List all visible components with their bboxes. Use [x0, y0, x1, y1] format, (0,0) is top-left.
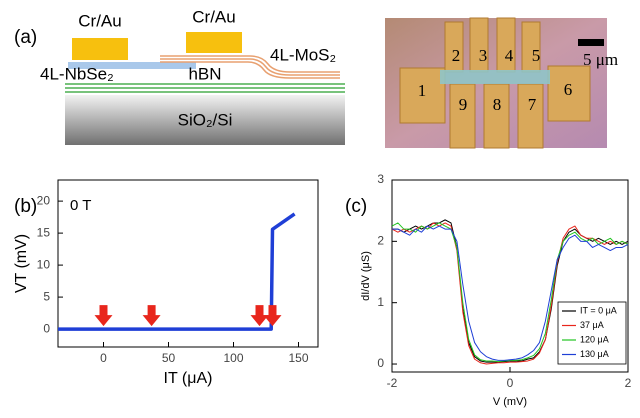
x-tick-label: 0: [100, 351, 107, 365]
nbse2-layer: [68, 62, 196, 69]
electrode-label: 8: [493, 95, 502, 114]
x-axis-label: V (mV): [493, 396, 527, 408]
x-tick-label: 0: [507, 376, 514, 390]
scale-label: 5 μm: [583, 50, 618, 69]
label: Cr/Au: [192, 7, 235, 26]
series-line: [391, 222, 629, 363]
x-axis-label: IT (μA): [164, 370, 213, 387]
x-tick-label: 150: [288, 351, 308, 365]
electrode-label: 3: [479, 46, 488, 65]
legend-label: 37 μA: [580, 320, 604, 330]
x-tick-label: 50: [162, 351, 176, 365]
series-line: [391, 222, 629, 365]
contact: [72, 38, 128, 60]
electrodes: [399, 17, 591, 149]
legend-label: 120 μA: [580, 334, 609, 344]
arrow: [94, 305, 113, 327]
electrode-label: 2: [452, 46, 461, 65]
arrow: [263, 305, 282, 327]
label: hBN: [188, 64, 221, 83]
panel-label: (a): [14, 27, 37, 48]
y-tick-label: 3: [377, 172, 384, 186]
legend-box: [557, 301, 627, 365]
y-tick-label: 10: [37, 257, 51, 271]
annotation: 0 T: [70, 197, 91, 214]
series-line: [392, 219, 629, 363]
schematic: (a) Cr/Au Cr/Au 4L-NbSe₂ 4L-MoS₂ hBN SiO…: [14, 7, 345, 145]
panel-label: (b): [14, 196, 37, 217]
x-tick-label: 100: [223, 351, 243, 365]
hbn-layer: [65, 83, 345, 93]
substrate: [65, 95, 345, 145]
y-tick-label: 15: [37, 225, 51, 239]
scale-bar: [578, 39, 604, 46]
label: Cr/Au: [78, 11, 121, 30]
x-tick-label: 2: [625, 376, 632, 390]
label: SiO₂/Si: [178, 110, 233, 129]
series-line: [392, 225, 629, 361]
x-tick-label: -2: [387, 376, 398, 390]
y-tick-label: 1: [377, 295, 384, 309]
panel-label: (c): [345, 196, 367, 217]
electrode-label: 6: [564, 80, 573, 99]
arrow: [142, 305, 161, 327]
y-tick-label: 20: [37, 193, 51, 207]
arrow: [250, 305, 269, 327]
y-axis-label: dI/dV (μS): [360, 251, 372, 301]
electrode-label: 1: [418, 81, 427, 100]
y-tick-label: 2: [377, 234, 384, 248]
plot-frame: [57, 179, 319, 348]
contact: [186, 32, 242, 53]
series-line: [58, 212, 296, 331]
legend-label: IT = 0 μA: [580, 305, 617, 315]
legend-label: 130 μA: [580, 349, 609, 359]
label: 4L-NbSe₂: [40, 64, 114, 83]
label: 4L-MoS₂: [270, 45, 336, 64]
flake: [440, 70, 550, 84]
y-tick-label: 0: [43, 321, 50, 335]
y-tick-label: 5: [43, 289, 50, 303]
electrode-label: 4: [505, 46, 514, 65]
mos2-layer: [160, 55, 340, 79]
electrode-label: 7: [528, 95, 537, 114]
y-axis-label: VT (mV): [13, 234, 30, 293]
electrode-label: 9: [459, 95, 468, 114]
micrograph: 5 μm: [385, 17, 618, 149]
y-tick-label: 0: [377, 356, 384, 370]
electrode-label: 5: [532, 46, 541, 65]
